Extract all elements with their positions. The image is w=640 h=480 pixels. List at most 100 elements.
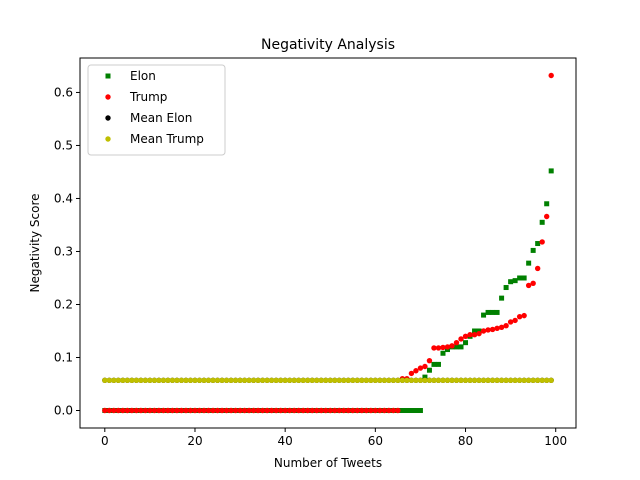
trump-point <box>498 324 505 330</box>
trump-point <box>345 407 351 414</box>
trump-point <box>363 407 370 414</box>
legend-marker-elon <box>105 73 111 79</box>
trump-point <box>246 407 252 414</box>
mean-trump-point <box>521 377 527 383</box>
mean-trump-point <box>332 377 338 383</box>
legend-label-elon: Elon <box>130 69 156 83</box>
trump-point <box>449 343 455 349</box>
mean-trump-point <box>480 377 487 383</box>
elon-point <box>413 408 419 414</box>
elon-point <box>458 344 464 350</box>
legend-label-trump: Trump <box>129 90 167 104</box>
mean-trump-point <box>350 377 356 383</box>
trump-point <box>300 407 306 414</box>
trump-point <box>273 407 279 414</box>
elon-point <box>490 309 496 315</box>
elon-point <box>435 361 441 367</box>
trump-point <box>196 407 203 414</box>
trump-point <box>124 407 131 414</box>
trump-point <box>503 322 509 329</box>
trump-point <box>354 407 361 414</box>
mean-trump-point <box>178 377 185 383</box>
elon-point <box>422 374 428 380</box>
elon-point <box>440 350 446 356</box>
mean-trump-point <box>259 377 266 383</box>
mean-trump-point <box>250 377 257 383</box>
mean-trump-point <box>196 377 203 383</box>
mean-trump-point <box>462 377 469 383</box>
trump-point <box>395 407 401 414</box>
mean-trump-point <box>165 377 171 383</box>
trump-point <box>309 407 315 414</box>
elon-point <box>548 168 554 174</box>
trump-point <box>327 407 333 414</box>
elon-point <box>544 201 550 207</box>
trump-point <box>291 407 297 414</box>
trump-point <box>305 407 311 414</box>
mean-trump-point <box>124 377 131 383</box>
legend-marker-mean-elon <box>105 115 111 121</box>
y-tick-label: 0.1 <box>54 350 73 364</box>
trump-point <box>372 407 379 414</box>
mean-trump-point <box>309 377 315 383</box>
mean-trump-point <box>368 377 374 383</box>
mean-trump-point <box>223 377 230 383</box>
trump-point <box>440 344 446 351</box>
mean-trump-point <box>395 377 401 383</box>
mean-trump-point <box>318 377 324 383</box>
trump-point <box>408 370 415 377</box>
y-tick-label: 0.6 <box>54 85 73 99</box>
y-axis-label: Negativity Score <box>28 193 42 292</box>
trump-point <box>160 407 167 414</box>
trump-point <box>476 330 482 337</box>
trump-point <box>386 407 392 414</box>
mean-trump-point <box>129 377 135 383</box>
trump-point <box>534 265 541 272</box>
mean-trump-point <box>282 377 288 383</box>
elon-point <box>463 340 469 346</box>
trump-point <box>223 407 230 414</box>
y-tick-label: 0.0 <box>54 404 73 418</box>
legend-marker-trump <box>105 94 111 100</box>
mean-trump-point <box>503 377 509 383</box>
elon-point <box>404 408 410 414</box>
mean-trump-point <box>435 377 442 383</box>
mean-trump-point <box>142 377 149 383</box>
trump-point <box>323 407 329 414</box>
mean-trump-point <box>160 377 167 383</box>
elon-point <box>517 275 523 281</box>
trump-point <box>241 407 248 414</box>
x-tick-label: 40 <box>278 434 293 448</box>
trump-point <box>314 407 320 414</box>
mean-trump-point <box>408 377 415 383</box>
mean-trump-point <box>183 377 189 383</box>
mean-trump-point <box>147 377 153 383</box>
trump-point <box>426 357 433 364</box>
x-tick-label: 80 <box>458 434 473 448</box>
elon-point <box>426 367 432 373</box>
elon-point <box>512 278 518 284</box>
trump-point <box>458 336 464 342</box>
trump-point <box>142 407 149 414</box>
mean-trump-point <box>192 377 198 383</box>
mean-trump-point <box>354 377 361 383</box>
mean-trump-point <box>268 377 275 383</box>
elon-point <box>499 295 505 301</box>
trump-point <box>268 407 275 414</box>
legend-box <box>87 64 226 156</box>
trump-point <box>494 325 500 332</box>
mean-trump-point <box>133 377 140 383</box>
mean-trump-point <box>205 377 212 383</box>
trump-point <box>183 407 189 414</box>
mean-trump-point <box>449 377 455 383</box>
mean-trump-point <box>516 377 523 383</box>
mean-trump-point <box>120 377 126 383</box>
elon-point <box>485 309 491 315</box>
x-tick-label: 20 <box>187 434 202 448</box>
mean-trump-point <box>381 377 388 383</box>
mean-trump-point <box>413 377 419 383</box>
trump-point <box>350 407 356 414</box>
trump-point <box>201 407 207 414</box>
trump-point <box>165 407 171 414</box>
trump-point <box>530 280 536 286</box>
